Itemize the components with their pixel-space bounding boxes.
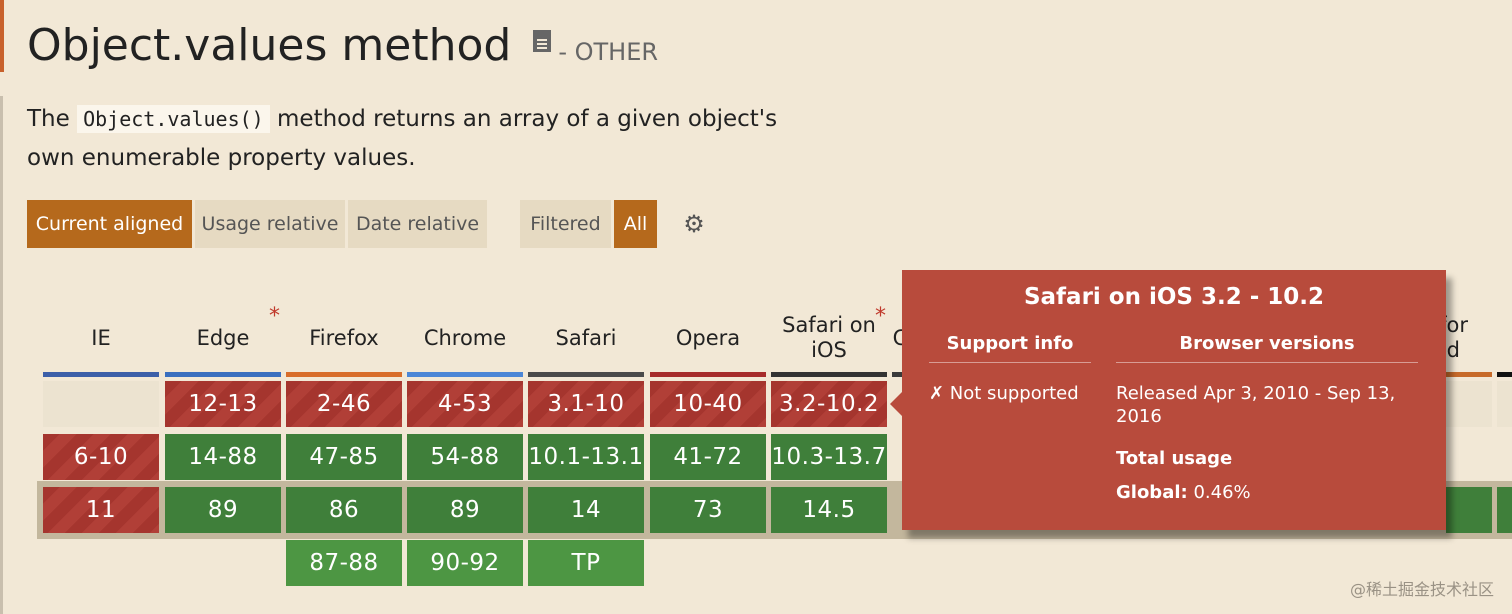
watermark: @稀土掘金技术社区 <box>1349 580 1494 599</box>
browser-color-bar <box>1497 372 1512 377</box>
tooltip-title: Safari on iOS 3.2 - 10.2 <box>1023 284 1325 310</box>
browser-color-bar <box>650 372 766 377</box>
version-cell[interactable]: 90-92 <box>407 540 523 586</box>
version-cell[interactable]: 3.1-10 <box>528 381 644 427</box>
version-cell[interactable] <box>43 381 159 427</box>
browser-color-bar <box>407 372 523 377</box>
filtered-button[interactable]: Filtered <box>520 200 611 248</box>
support-info-header: Support info <box>929 333 1091 363</box>
version-cell[interactable]: 41-72 <box>650 434 766 480</box>
left-accent-bar <box>0 0 4 72</box>
version-cell[interactable]: 89 <box>407 487 523 533</box>
version-cell[interactable]: 73 <box>650 487 766 533</box>
global-usage: Global: 0.46% <box>1116 482 1251 503</box>
feature-description: The Object.values() method returns an ar… <box>27 105 778 171</box>
browser-color-bar <box>1446 372 1492 377</box>
version-cell[interactable]: 3.2-10.2 <box>771 381 887 427</box>
page-title: Object.values method <box>27 20 512 71</box>
current-aligned-button[interactable]: Current aligned <box>27 200 192 248</box>
document-icon[interactable] <box>533 30 552 52</box>
browser-tooltip: Safari on iOS 3.2 - 10.2 Support info Br… <box>890 270 1446 530</box>
browser-header-opera[interactable]: Opera <box>675 325 741 350</box>
version-cell[interactable]: 14.5 <box>771 487 887 533</box>
version-cell[interactable]: 86 <box>286 487 402 533</box>
date-relative-button[interactable]: Date relative <box>348 200 487 248</box>
notes-asterisk[interactable]: * <box>269 304 280 329</box>
browser-color-bar <box>528 372 644 377</box>
version-cell[interactable]: 14-88 <box>165 434 281 480</box>
version-cell[interactable]: 14 <box>528 487 644 533</box>
version-cell[interactable]: 47-85 <box>286 434 402 480</box>
browser-header-chrome[interactable]: Chrome <box>423 325 507 350</box>
version-cell[interactable] <box>1446 487 1492 533</box>
usage-relative-button[interactable]: Usage relative <box>195 200 345 248</box>
version-cell[interactable]: 10.1-13.1 <box>528 434 644 480</box>
browser-color-bar <box>286 372 402 377</box>
version-cell[interactable]: 12-13 <box>165 381 281 427</box>
version-cell[interactable]: 10.3-13.7 <box>771 434 887 480</box>
browser-versions-header: Browser versions <box>1116 333 1418 363</box>
version-cell[interactable] <box>1497 487 1512 533</box>
version-cell[interactable]: 4-53 <box>407 381 523 427</box>
browser-header-safari[interactable]: Safari <box>555 325 617 350</box>
browser-header-safari-on-ios[interactable]: Safari on iOS <box>782 313 876 362</box>
version-cell[interactable]: 10-40 <box>650 381 766 427</box>
browser-header-firefox[interactable]: Firefox <box>309 325 379 350</box>
version-cell[interactable] <box>1446 381 1492 427</box>
version-cell[interactable]: 2-46 <box>286 381 402 427</box>
version-cell[interactable]: 11 <box>43 487 159 533</box>
version-cell[interactable]: TP <box>528 540 644 586</box>
version-cell[interactable]: 87-88 <box>286 540 402 586</box>
browser-color-bar <box>771 372 887 377</box>
browser-color-bar <box>892 372 904 377</box>
gear-icon[interactable]: ⚙ <box>683 210 705 238</box>
version-cell[interactable]: 6-10 <box>43 434 159 480</box>
browser-color-bar <box>43 372 159 377</box>
browser-color-bar <box>165 372 281 377</box>
notes-asterisk[interactable]: * <box>875 304 886 329</box>
version-cell[interactable]: 89 <box>165 487 281 533</box>
global-usage-value: 0.46% <box>1193 482 1251 503</box>
total-usage-label: Total usage <box>1116 448 1233 469</box>
category-label[interactable]: - OTHER <box>558 38 659 66</box>
left-accent-bar <box>0 96 3 614</box>
version-cell[interactable] <box>1497 381 1512 427</box>
browser-header-ie[interactable]: IE <box>91 325 111 350</box>
release-dates: Released Apr 3, 2010 - Sep 13, 2016 <box>1116 383 1396 427</box>
browser-header-edge[interactable]: Edge <box>196 325 250 350</box>
feature-title-row: Object.values method - OTHER <box>27 20 658 71</box>
all-button[interactable]: All <box>614 200 657 248</box>
version-cell[interactable]: 54-88 <box>407 434 523 480</box>
code-snippet: Object.values() <box>77 105 270 133</box>
support-status: ✗ Not supported <box>929 383 1079 404</box>
